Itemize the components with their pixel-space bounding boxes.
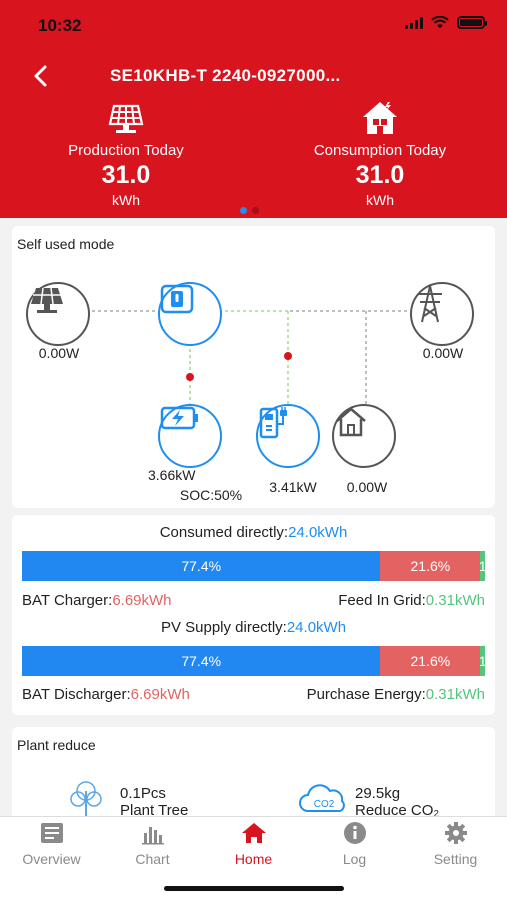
production-unit: kWh bbox=[112, 192, 140, 208]
tree-label: Plant Tree bbox=[120, 802, 189, 819]
tab-home[interactable]: Home bbox=[203, 821, 304, 867]
page-indicator[interactable] bbox=[240, 207, 259, 214]
tab-chart[interactable]: Chart bbox=[102, 821, 203, 867]
bar1-battery-segment: 21.6% bbox=[380, 551, 481, 581]
bar2-legend: BAT Discharger:6.69kWh Purchase Energy:0… bbox=[22, 686, 485, 703]
consumed-bar: 77.4% 21.6% 1 bbox=[22, 551, 485, 581]
info-icon bbox=[343, 822, 366, 844]
pv-power: 0.00W bbox=[38, 345, 80, 361]
pv-node[interactable] bbox=[26, 282, 90, 346]
tab-setting[interactable]: Setting bbox=[405, 821, 506, 867]
plant-reduce-card: Plant reduce 0.1Pcs Plant Tree CO2 29.5k… bbox=[12, 727, 495, 827]
production-today: Production Today 31.0 kWh bbox=[26, 98, 226, 208]
wifi-icon bbox=[431, 16, 449, 29]
gear-icon bbox=[444, 822, 467, 844]
purchase-value: 0.31kWh bbox=[425, 686, 485, 703]
solar-panel-icon bbox=[31, 287, 63, 313]
feed-in-value: 0.31kWh bbox=[425, 592, 485, 609]
house-icon bbox=[363, 102, 397, 134]
battery-charging-icon bbox=[160, 406, 198, 430]
pv-supply-label: PV Supply directly: bbox=[160, 619, 287, 636]
inverter-icon bbox=[160, 284, 194, 314]
energy-split-card: Consumed directly:24.0kWh 77.4% 21.6% 1 … bbox=[12, 515, 495, 715]
home-icon bbox=[336, 407, 366, 437]
tab-chart-label: Chart bbox=[135, 851, 170, 867]
solar-panel-icon bbox=[108, 104, 144, 133]
consumed-directly-value: 24.0kWh bbox=[288, 524, 348, 541]
chevron-left-icon bbox=[34, 65, 47, 87]
tab-setting-label: Setting bbox=[433, 851, 478, 867]
bat-charger-value: 6.69kWh bbox=[112, 592, 172, 609]
bat-discharger-value: 6.69kWh bbox=[130, 686, 190, 703]
bat-discharger-label: BAT Discharger: bbox=[22, 686, 131, 703]
tab-overview-label: Overview bbox=[22, 851, 81, 867]
co2-label: Reduce CO₂ bbox=[355, 802, 440, 819]
home-power: 0.00W bbox=[346, 479, 388, 495]
co2-value: 29.5kg bbox=[355, 785, 401, 802]
bat-discharger: BAT Discharger:6.69kWh bbox=[22, 686, 190, 703]
battery-power: 3.66kW bbox=[148, 467, 196, 483]
production-label: Production Today bbox=[68, 142, 184, 159]
battery-soc: SOC:50% bbox=[179, 487, 243, 503]
tab-home-label: Home bbox=[234, 851, 273, 867]
overview-icon bbox=[40, 823, 63, 843]
grid-node[interactable] bbox=[410, 282, 474, 346]
ev-charger-node[interactable] bbox=[256, 404, 320, 468]
device-title: SE10KHB-T 2240-0927000... bbox=[110, 66, 341, 85]
mode-label: Self used mode bbox=[17, 236, 115, 252]
status-time: 10:32 bbox=[38, 16, 82, 35]
feed-in-grid: Feed In Grid:0.31kWh bbox=[338, 592, 485, 609]
battery-node[interactable] bbox=[158, 404, 222, 468]
consumed-directly: Consumed directly:24.0kWh bbox=[12, 524, 495, 541]
tab-log[interactable]: Log bbox=[304, 821, 405, 867]
page-dot-active[interactable] bbox=[240, 207, 247, 214]
tab-log-label: Log bbox=[342, 851, 367, 867]
purchase-label: Purchase Energy: bbox=[306, 686, 426, 703]
tree-icon bbox=[70, 781, 102, 817]
home-node[interactable] bbox=[332, 404, 396, 468]
flow-lines bbox=[92, 310, 410, 406]
app-header: 10:32 SE10KHB-T 2240-0927000... Producti… bbox=[0, 0, 507, 218]
home-icon bbox=[241, 823, 266, 843]
svg-text:CO2: CO2 bbox=[314, 799, 335, 810]
pv-supply-directly: PV Supply directly:24.0kWh bbox=[12, 619, 495, 636]
bar1-self-segment: 77.4% bbox=[22, 551, 381, 581]
tree-value: 0.1Pcs bbox=[120, 785, 166, 802]
page-dot[interactable] bbox=[252, 207, 259, 214]
production-value: 31.0 bbox=[101, 161, 151, 189]
cellular-signal-icon bbox=[405, 16, 423, 29]
chart-icon bbox=[141, 827, 164, 845]
tab-overview[interactable]: Overview bbox=[1, 821, 102, 867]
bar2-grid-segment: 1 bbox=[480, 646, 485, 676]
bar1-grid-segment: 1 bbox=[480, 551, 485, 581]
consumption-today: Consumption Today 31.0 kWh bbox=[280, 98, 480, 208]
energy-flow-card: Self used mode 0.00W 0.00W bbox=[12, 226, 495, 508]
bat-charger-label: BAT Charger: bbox=[22, 592, 113, 609]
back-button[interactable] bbox=[28, 62, 52, 90]
purchase-energy: Purchase Energy:0.31kWh bbox=[307, 686, 485, 703]
ev-charger-icon bbox=[259, 407, 287, 439]
power-tower-icon bbox=[418, 285, 442, 323]
ev-charger-power: 3.41kW bbox=[269, 479, 317, 495]
consumption-label: Consumption Today bbox=[313, 142, 447, 159]
status-icons bbox=[405, 16, 487, 29]
bar1-legend: BAT Charger:6.69kWh Feed In Grid:0.31kWh bbox=[22, 592, 485, 609]
bar2-self-segment: 77.4% bbox=[22, 646, 381, 676]
consumption-unit: kWh bbox=[366, 192, 394, 208]
pv-supply-bar: 77.4% 21.6% 1 bbox=[22, 646, 485, 676]
consumption-value: 31.0 bbox=[355, 161, 405, 189]
feed-in-label: Feed In Grid: bbox=[338, 592, 426, 609]
grid-power: 0.00W bbox=[422, 345, 464, 361]
bat-charger: BAT Charger:6.69kWh bbox=[22, 592, 172, 609]
consumed-directly-label: Consumed directly: bbox=[159, 524, 289, 541]
co2-cloud-icon: CO2 bbox=[299, 784, 345, 812]
home-indicator[interactable] bbox=[164, 886, 344, 891]
bar2-battery-segment: 21.6% bbox=[380, 646, 481, 676]
battery-status-icon bbox=[457, 16, 487, 29]
inverter-node[interactable] bbox=[158, 282, 222, 346]
pv-supply-value: 24.0kWh bbox=[286, 619, 347, 636]
plant-reduce-title: Plant reduce bbox=[17, 737, 96, 753]
